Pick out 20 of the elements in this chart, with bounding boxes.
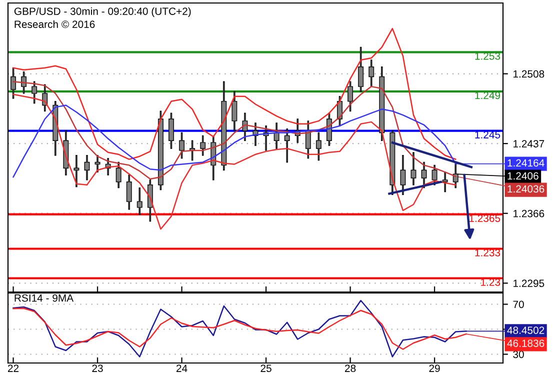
- x-tick-label: 28: [345, 364, 356, 372]
- y-tick-label: 1.2437: [514, 140, 544, 148]
- x-tick-label: 24: [176, 364, 188, 372]
- x-tick-label: 22: [8, 364, 19, 372]
- x-tick-label: 29: [429, 364, 440, 372]
- text: 1.2406: [508, 172, 538, 180]
- data-label: 1.24036: [508, 185, 544, 193]
- y-tick-label: 1.2366: [514, 210, 544, 218]
- y-tick-label: 1.2295: [514, 280, 544, 288]
- chart-title: RSI14 - 9MA: [14, 294, 74, 302]
- text: Research © 2016: [14, 20, 95, 28]
- data-label: 1.24164: [508, 159, 544, 167]
- data-label: 46.1836: [507, 340, 544, 347]
- data-label: 48.4502: [507, 326, 544, 334]
- y-tick-label: 1.2508: [514, 70, 544, 78]
- y-tick-label: 70: [513, 300, 524, 308]
- x-tick-label: 23: [92, 364, 103, 372]
- chart-title: GBP/USD - 30min - 09:20:40 (UTC+2): [14, 7, 191, 18]
- x-tick-label: 25: [260, 364, 272, 372]
- y-tick-label: 30: [513, 350, 524, 358]
